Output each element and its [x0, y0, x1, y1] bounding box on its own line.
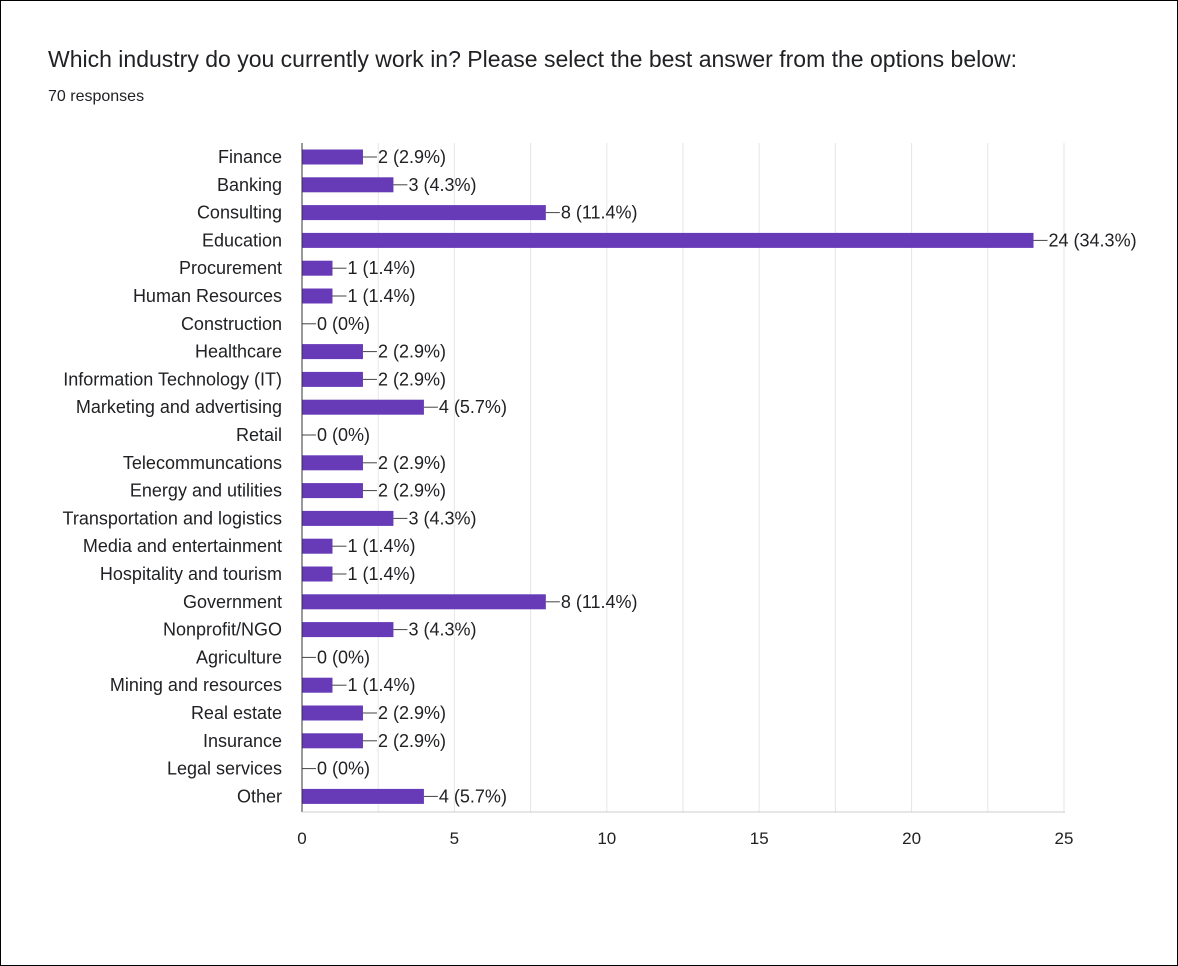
bar: [302, 149, 363, 165]
category-label: Healthcare: [195, 342, 282, 362]
bar: [302, 205, 546, 221]
response-count: 70 responses: [48, 88, 145, 105]
category-label: Marketing and advertising: [76, 397, 282, 417]
bar: [302, 566, 333, 582]
bar: [302, 483, 363, 499]
bar: [302, 371, 363, 387]
data-label: 1 (1.4%): [347, 536, 415, 556]
category-label: Real estate: [191, 703, 282, 723]
data-label: 3 (4.3%): [408, 175, 476, 195]
data-label: 8 (11.4%): [561, 592, 638, 612]
category-label: Mining and resources: [110, 675, 282, 695]
category-label: Transportation and logistics: [63, 508, 282, 528]
bar: [302, 788, 424, 804]
x-tick-label: 20: [902, 829, 921, 848]
category-label: Banking: [217, 175, 282, 195]
bar: [302, 177, 394, 193]
category-label: Information Technology (IT): [63, 369, 282, 389]
data-label: 2 (2.9%): [378, 342, 446, 362]
bar: [302, 288, 333, 304]
x-tick-label: 5: [450, 829, 459, 848]
category-label: Construction: [181, 314, 282, 334]
grid-lines: [377, 143, 1065, 812]
data-label: 0 (0%): [317, 647, 370, 667]
bars: [302, 149, 1048, 804]
category-label: Other: [237, 786, 282, 806]
bar: [302, 594, 546, 610]
data-label: 0 (0%): [317, 425, 370, 445]
bar: [302, 399, 424, 415]
data-label: 0 (0%): [317, 314, 370, 334]
bar: [302, 232, 1034, 248]
x-tick-label: 10: [597, 829, 616, 848]
data-label: 24 (34.3%): [1049, 230, 1137, 250]
category-label: Human Resources: [133, 286, 282, 306]
category-label: Media and entertainment: [83, 536, 282, 556]
category-label: Consulting: [197, 203, 282, 223]
data-label: 0 (0%): [317, 759, 370, 779]
data-label: 2 (2.9%): [378, 731, 446, 751]
bar: [302, 538, 333, 554]
category-label: Procurement: [179, 258, 282, 278]
data-label: 1 (1.4%): [347, 258, 415, 278]
x-tick-label: 15: [750, 829, 769, 848]
category-label: Nonprofit/NGO: [163, 620, 282, 640]
data-label: 4 (5.7%): [439, 786, 507, 806]
data-label: 1 (1.4%): [347, 564, 415, 584]
category-label: Finance: [218, 147, 282, 167]
bar: [302, 677, 333, 693]
data-label: 2 (2.9%): [378, 481, 446, 501]
axes: [301, 143, 1065, 813]
x-tick-label: 25: [1055, 829, 1074, 848]
category-label: Legal services: [167, 759, 282, 779]
bar: [302, 344, 363, 360]
data-label: 2 (2.9%): [378, 703, 446, 723]
bar: [302, 510, 394, 526]
bar: [302, 733, 363, 749]
category-label: Agriculture: [196, 647, 282, 667]
data-label: 1 (1.4%): [347, 675, 415, 695]
data-label: 2 (2.9%): [378, 453, 446, 473]
data-label: 2 (2.9%): [378, 147, 446, 167]
data-label: 1 (1.4%): [347, 286, 415, 306]
category-label: Telecommuncations: [123, 453, 282, 473]
data-label: 3 (4.3%): [408, 620, 476, 640]
bar: [302, 260, 333, 276]
data-label: 3 (4.3%): [408, 508, 476, 528]
category-label: Government: [183, 592, 282, 612]
labels: 0 5 10 15 20 25 Finance 2 (2.9%) Banking 3 (4.3%)…: [63, 147, 1137, 848]
x-tick-label: 0: [297, 829, 306, 848]
category-label: Energy and utilities: [130, 481, 282, 501]
category-label: Hospitality and tourism: [100, 564, 282, 584]
category-label: Insurance: [203, 731, 282, 751]
category-label: Education: [202, 230, 282, 250]
bar: [302, 455, 363, 471]
bar: [302, 705, 363, 721]
category-label: Retail: [236, 425, 282, 445]
data-label: 4 (5.7%): [439, 397, 507, 417]
data-label: 8 (11.4%): [561, 203, 638, 223]
bar: [302, 622, 394, 638]
question-title: Which industry do you currently work in?…: [48, 46, 1018, 72]
data-label: 2 (2.9%): [378, 369, 446, 389]
